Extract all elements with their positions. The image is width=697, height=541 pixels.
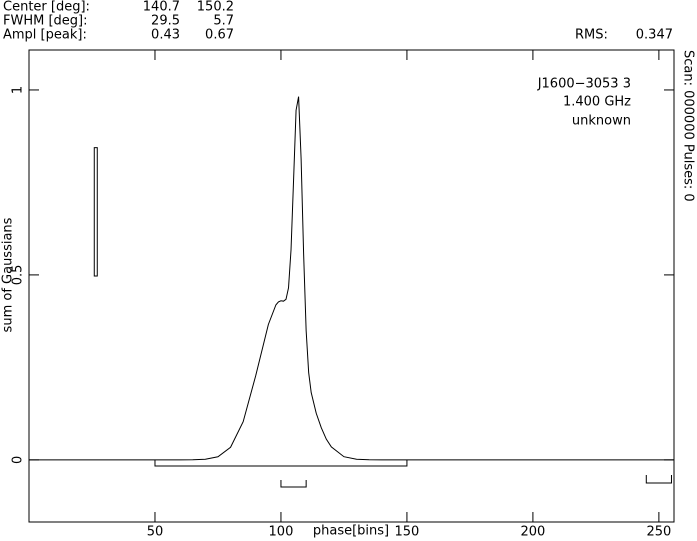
- y-tick-label: 1: [11, 86, 26, 94]
- y-tick-label: 0: [11, 456, 26, 464]
- annotation: J1600−3053 3: [537, 77, 631, 92]
- window-bracket: [154, 460, 408, 467]
- header-label: Ampl [peak]:: [3, 28, 87, 43]
- annotation: unknown: [572, 114, 631, 129]
- header-label: Center [deg]:: [3, 0, 90, 15]
- header-value: 150.2: [197, 0, 234, 15]
- window-bracket: [280, 480, 307, 488]
- header-value: 0.67: [205, 28, 234, 43]
- annotation: 1.400 GHz: [563, 95, 631, 110]
- header-value: 0.43: [151, 28, 180, 43]
- rms-value: 0.347: [636, 28, 673, 43]
- x-tick-label: 250: [646, 525, 671, 540]
- plot-frame: [28, 49, 675, 523]
- header-value: 5.7: [213, 14, 234, 29]
- y-tick-label: 0.5: [11, 265, 26, 286]
- x-tick-label: 150: [395, 525, 420, 540]
- header-value: 29.5: [151, 14, 180, 29]
- x-tick-label: 100: [269, 525, 294, 540]
- side-text: Scan: 000000 Pulses: 0: [681, 50, 696, 202]
- x-axis-label: phase[bins]: [313, 524, 389, 539]
- header-label: FWHM [deg]:: [3, 14, 87, 29]
- rms-bar: [93, 147, 98, 277]
- window-bracket: [645, 475, 672, 484]
- profile-line: [29, 96, 674, 461]
- x-tick-label: 200: [520, 525, 545, 540]
- rms-label: RMS:: [575, 28, 608, 43]
- header-value: 140.7: [143, 0, 180, 15]
- x-tick-label: 50: [147, 525, 164, 540]
- y-axis-label: sum of Gaussians: [1, 217, 16, 332]
